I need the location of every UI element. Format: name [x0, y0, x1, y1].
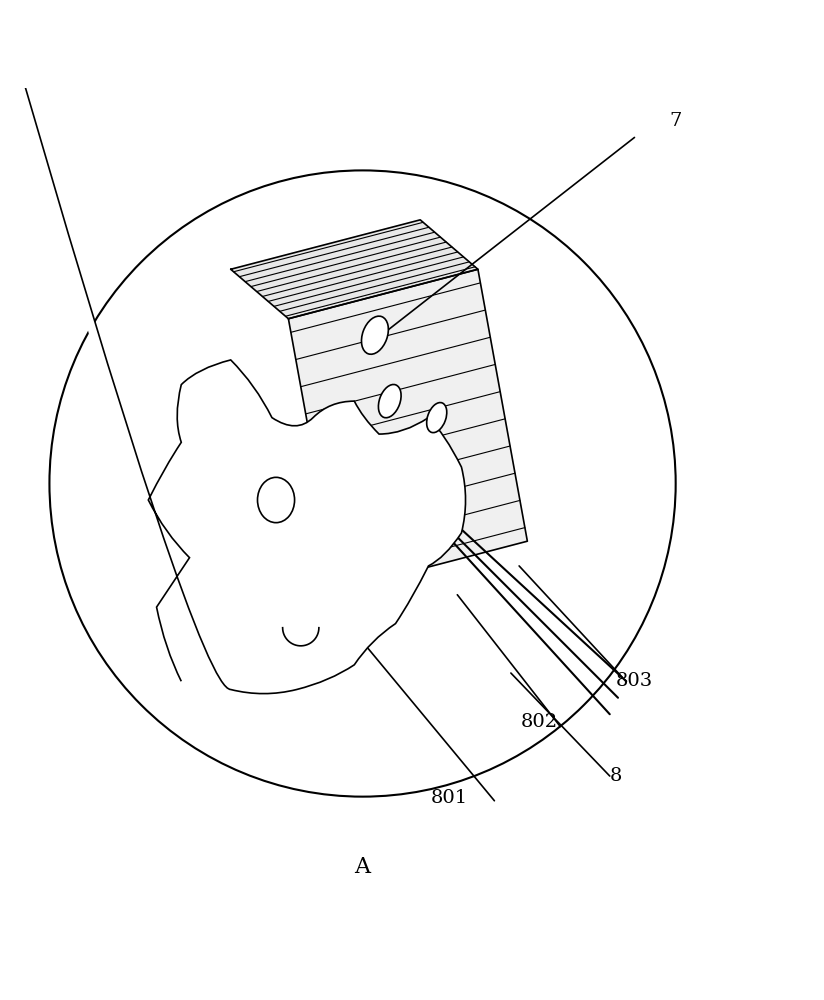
Ellipse shape — [427, 403, 447, 433]
Text: A: A — [354, 856, 371, 878]
Text: 7: 7 — [669, 112, 682, 130]
Polygon shape — [288, 269, 527, 591]
Text: 802: 802 — [521, 713, 559, 731]
Ellipse shape — [362, 316, 388, 354]
Ellipse shape — [257, 477, 295, 523]
Ellipse shape — [378, 384, 401, 418]
Text: 8: 8 — [610, 767, 622, 785]
Text: 801: 801 — [430, 789, 468, 807]
Polygon shape — [257, 500, 295, 533]
Text: 803: 803 — [616, 672, 653, 690]
PathPatch shape — [148, 360, 466, 694]
Polygon shape — [231, 220, 478, 319]
